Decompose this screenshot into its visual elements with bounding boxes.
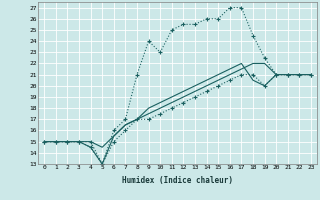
X-axis label: Humidex (Indice chaleur): Humidex (Indice chaleur) bbox=[122, 176, 233, 185]
